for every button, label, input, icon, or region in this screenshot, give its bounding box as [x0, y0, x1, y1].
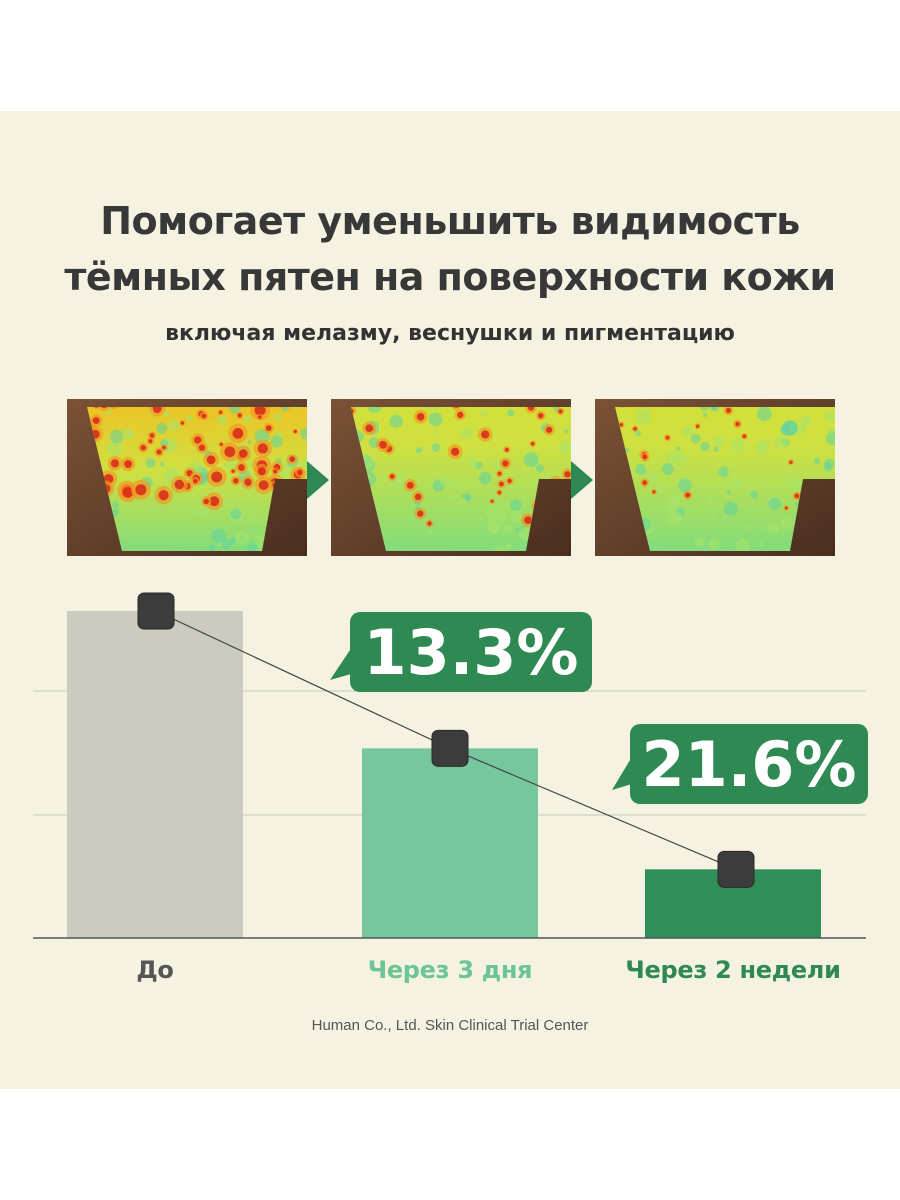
- skin-scan-before-image: [67, 399, 307, 556]
- x-tick-label-before: До: [136, 956, 174, 984]
- annotation-label: 21.6%: [641, 728, 856, 801]
- headline-line-2: тёмных пятен на поверхности кожи: [64, 255, 836, 299]
- skin-scan-2-weeks: [595, 399, 835, 556]
- skin-scan-3-days: [331, 399, 571, 556]
- annotation-label: 13.3%: [363, 616, 578, 689]
- skin-scan-3-days-image: [331, 399, 571, 556]
- subtitle: включая мелазму, веснушки и пигментацию: [165, 321, 735, 346]
- data-point-marker: [431, 729, 469, 767]
- next-arrow-icon: [571, 461, 593, 499]
- headline-line-1: Помогает уменьшить видимость: [100, 199, 800, 243]
- bar-chart: 13.3% 21.6%: [33, 592, 868, 939]
- x-tick-label-2-weeks: Через 2 недели: [625, 956, 841, 984]
- data-point-marker: [137, 592, 175, 630]
- x-tick-label-3-days: Через 3 дня: [367, 956, 533, 984]
- next-arrow-icon: [307, 461, 329, 499]
- percent-callout: 21.6%: [612, 724, 868, 804]
- data-point-marker: [717, 850, 755, 888]
- bar: [67, 611, 243, 938]
- percent-callout: 13.3%: [330, 612, 592, 692]
- source-footnote: Human Co., Ltd. Skin Clinical Trial Cent…: [311, 1017, 589, 1034]
- bar: [362, 748, 538, 938]
- skin-scan-2-weeks-image: [595, 399, 835, 556]
- skin-scan-before: [67, 399, 307, 556]
